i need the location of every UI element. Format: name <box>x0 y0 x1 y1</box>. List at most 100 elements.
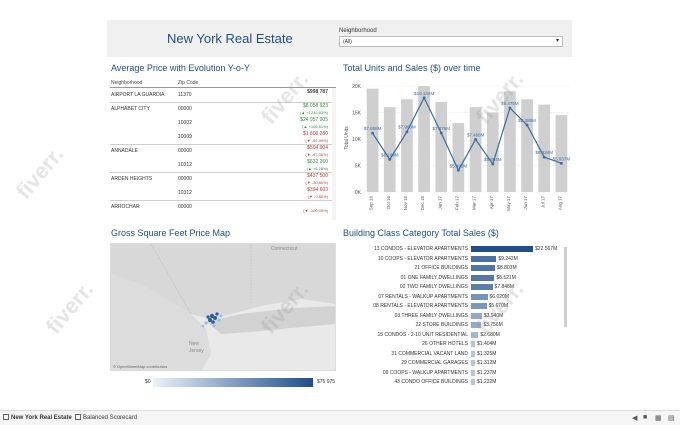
sales-bar <box>471 265 496 271</box>
table-row[interactable]: 10312 $394 603 (▼ -9,80%) <box>110 187 336 201</box>
cell-neighborhood: ARDEN HEIGHTS <box>111 176 153 182</box>
table-row[interactable]: ARROCHAR 00000 (▼ -100,00%) <box>110 201 336 215</box>
sales-point <box>474 138 477 141</box>
neighborhood-filter-select[interactable]: (All) ▾ <box>339 36 563 47</box>
units-bar <box>555 115 568 192</box>
list-item[interactable]: 29 COMMERCIAL GARAGES $1.312M <box>342 359 574 367</box>
units-sales-title: Total Units and Sales ($) over time <box>343 63 481 73</box>
cell-neighborhood: AIRPORT LA GUARDIA <box>111 92 165 98</box>
category-label: 09 COOPS - WALKUP APARTMENTS <box>382 369 468 376</box>
sales-point <box>508 106 512 110</box>
x-tick-label: Feb 17 <box>454 196 459 211</box>
y-axis-label: Total Units <box>344 126 350 150</box>
sales-value-label: $1.237M <box>477 369 497 376</box>
sales-point <box>405 130 409 134</box>
list-item[interactable]: 03 THREE FAMILY DWELLINGS $3.940M <box>342 312 574 320</box>
y-tick-label: 15K <box>352 111 362 117</box>
sales-bar <box>471 350 475 357</box>
cell-avg-price: $8 058 923 <box>302 103 328 109</box>
table-row[interactable]: ANNADALE 00000 $594 904 (▼ -67,06%) <box>110 145 336 159</box>
row-divider <box>110 144 336 145</box>
x-tick-label: Mar 17 <box>472 196 477 211</box>
price-map[interactable]: Connecticut New Jersey © OpenStreetMap c… <box>110 243 336 371</box>
list-item[interactable]: 21 OFFICE BUILDINGS $8.803M <box>342 264 574 272</box>
list-item[interactable]: 10 COOPS - ELEVATOR APARTMENTS $9.242M <box>342 255 574 263</box>
list-item[interactable]: 07 RENTALS - WALKUP APARTMENTS $6.020M <box>342 293 574 301</box>
units-sales-chart: 0K 5K 10K 15K 20K Total Units Sep 16 Oct 16 Nov … <box>344 84 571 211</box>
cell-neighborhood: ANNADALE <box>111 148 138 154</box>
sales-data-label: $5.937M <box>553 156 571 161</box>
list-item[interactable]: 22 STORE BUILDINGS $3.756M <box>342 321 574 329</box>
cell-neighborhood: ALPHABET CITY <box>111 106 150 112</box>
neighborhood-filter-label: Neighborhood <box>339 28 377 34</box>
y-tick-label: 5K <box>355 164 362 170</box>
list-item[interactable]: 13 CONDOS - ELEVATOR APARTMENTS $22.567M <box>342 245 574 253</box>
table-row[interactable]: 10002 $24 057 005 (▲ +106,51%) <box>110 117 336 131</box>
cell-yoy-change: (▼ -67,06%) <box>305 152 328 157</box>
sales-point <box>560 161 563 165</box>
sales-point <box>439 131 443 135</box>
chart-scrollbar[interactable] <box>564 247 567 327</box>
cell-yoy-change: (▼ -30,80%) <box>305 180 328 185</box>
x-tick-label: Jun 17 <box>523 196 528 210</box>
list-item[interactable]: 01 ONE FAMILY DWELLINGS $8.521M <box>342 274 574 282</box>
category-label: 07 RENTALS - WALKUP APARTMENTS <box>378 293 468 300</box>
cell-yoy-change: (▲ +1245,83%) <box>299 110 328 115</box>
x-tick-label: Oct 16 <box>386 196 391 210</box>
sales-data-label: $7.868M <box>364 126 382 131</box>
sales-value-label: $5.670M <box>488 303 509 309</box>
sales-value-label: $22.567M <box>535 246 558 252</box>
units-bar <box>469 107 482 192</box>
list-item[interactable]: 02 TWO FAMILY DWELLINGS $7.848M <box>342 283 574 291</box>
tabs-icon[interactable]: ▤ <box>668 415 675 422</box>
tab-new-york-real-estate[interactable]: New York Real Estate <box>3 414 72 421</box>
table-header: Neighborhood Zip Code <box>110 78 336 88</box>
sheet-grid-icon[interactable]: ■ <box>643 414 648 421</box>
tab-balanced-scorecard[interactable]: Balanced Scorecard <box>75 414 137 421</box>
list-item[interactable]: 26 OTHER HOTELS $1.404M <box>342 340 574 348</box>
cell-zip: 10009 <box>178 134 192 140</box>
list-item[interactable]: 31 COMMERCIAL VACANT LAND $1.325M <box>342 350 574 358</box>
sales-data-label: $8.385M <box>518 118 536 123</box>
cell-zip: 00000 <box>178 148 192 154</box>
first-sheet-icon[interactable]: ◀ <box>632 415 638 422</box>
units-bar <box>401 99 413 192</box>
sales-data-label: $7.876M <box>432 126 450 131</box>
units-bar <box>452 123 465 192</box>
sales-value-label: $9.242M <box>498 255 518 262</box>
map-canvas <box>111 244 335 370</box>
cell-avg-price: $437 500 <box>307 173 328 179</box>
category-label: 10 COOPS - ELEVATOR APARTMENTS <box>377 255 468 262</box>
table-scrollbar[interactable] <box>332 88 336 220</box>
units-bar <box>486 112 499 192</box>
list-item[interactable]: 08 RENTALS - ELEVATOR APARTMENTS $5.670M <box>342 302 574 310</box>
list-item[interactable]: 09 COOPS - WALKUP APARTMENTS $1.237M <box>342 369 574 377</box>
chevron-down-icon: ▾ <box>555 38 559 44</box>
y-tick-label: 10K <box>352 137 362 143</box>
cell-yoy-change: (▲ +6,28%) <box>306 166 328 171</box>
list-item[interactable]: 15 CONDOS - 2-10 UNIT RESIDENTIAL $2.680M <box>342 331 574 339</box>
table-row[interactable]: ARDEN HEIGHTS 00000 $437 500 (▼ -30,80%) <box>110 173 336 187</box>
list-item[interactable]: 43 CONDO OFFICE BUILDINGS $1.232M <box>342 378 574 386</box>
map-label-jersey: Jersey <box>189 348 204 354</box>
table-row[interactable]: ALPHABET CITY 00000 $8 058 923 (▲ +1245,83%… <box>110 103 336 117</box>
y-tick-label: 0K <box>355 190 362 196</box>
table-row[interactable]: 10312 $632 260 (▲ +6,28%) <box>110 159 336 173</box>
sales-data-label: $9.475M <box>501 101 519 106</box>
avg-price-table[interactable]: Neighborhood Zip Code AIRPORT LA GUARDIA… <box>110 78 336 220</box>
sales-value-label: $8.521M <box>496 274 516 281</box>
sales-value-label: $1.232M <box>477 379 497 385</box>
sales-data-label: $7.468M <box>467 132 485 137</box>
sales-point <box>542 155 546 159</box>
units-bar <box>521 99 533 192</box>
sales-point <box>491 162 495 166</box>
filmstrip-icon[interactable]: ▦ <box>655 415 662 422</box>
x-tick-label: May 17 <box>506 196 511 211</box>
sales-value-label: $1.325M <box>477 350 497 357</box>
table-row[interactable]: AIRPORT LA GUARDIA 11370 $998 787 <box>110 89 336 103</box>
x-tick-label: Apr 17 <box>489 196 494 210</box>
table-row[interactable]: 10009 $1 806 280 (▼ -92,49%) <box>110 131 336 145</box>
category-label: 43 CONDO OFFICE BUILDINGS <box>394 379 468 385</box>
dashboard-header: New York Real Estate Neighborhood (All) … <box>107 20 572 57</box>
map-label-connecticut: Connecticut <box>271 246 298 252</box>
